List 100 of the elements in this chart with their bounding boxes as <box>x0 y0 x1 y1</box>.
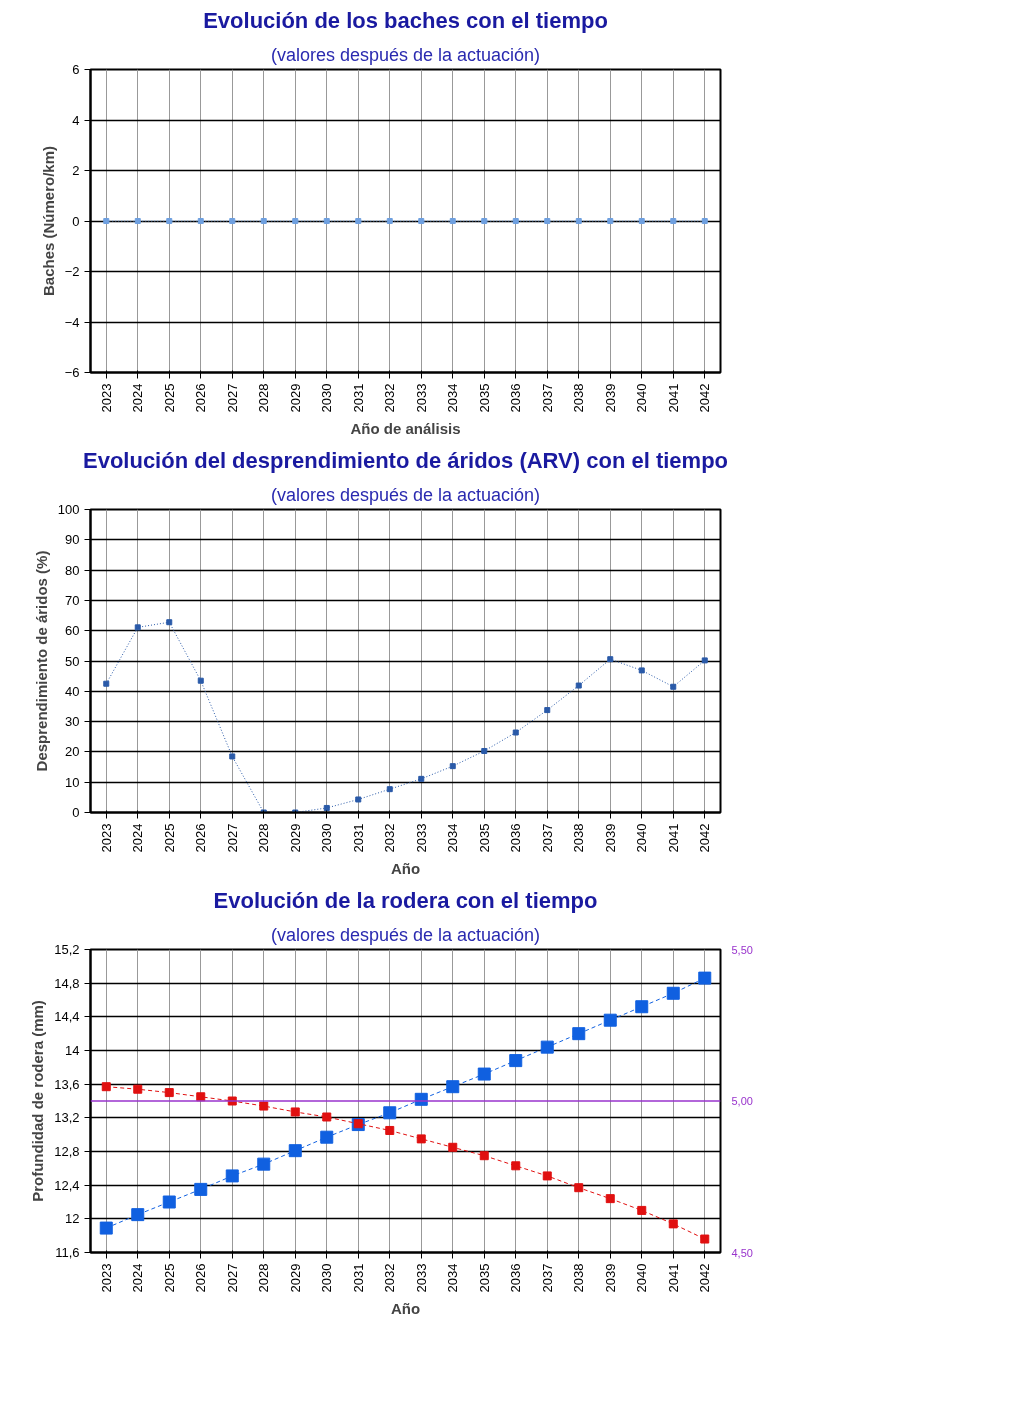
y-tick-label: 13,2 <box>54 1110 80 1126</box>
x-tick-label: 2040 <box>634 823 650 853</box>
y-tick-label: 70 <box>65 592 80 608</box>
x-tick-label: 2028 <box>256 1263 272 1293</box>
x-tick-label: 2035 <box>476 823 492 853</box>
x-tick-label: 2039 <box>602 1263 618 1293</box>
x-tick-label: 2031 <box>350 823 366 853</box>
y-tick-label: −4 <box>64 314 80 330</box>
x-tick-label: 2034 <box>445 823 461 853</box>
x-tick-label: 2025 <box>161 383 177 413</box>
x-tick-label: 2027 <box>224 1263 240 1293</box>
y-tick-label: −6 <box>64 365 80 380</box>
x-tick-label: 2030 <box>319 823 335 853</box>
x-tick-label: 2039 <box>602 823 618 853</box>
x-tick-label: 2040 <box>634 1263 650 1293</box>
x-tick-label: 2026 <box>193 1263 209 1293</box>
x-tick-label: 2037 <box>539 383 555 413</box>
x-tick-label: 2028 <box>256 823 272 853</box>
chart-title: Evolución de la rodera con el tiempo <box>213 887 598 913</box>
chart-subtitle: (valores después de la actuación) <box>270 44 541 65</box>
y-tick-label: 0 <box>72 213 80 229</box>
x-tick-label: 2032 <box>382 1263 398 1293</box>
x-axis-title: Año de análisis <box>350 420 461 438</box>
y2-tick-label: 5,00 <box>731 1095 753 1107</box>
x-tick-label: 2036 <box>508 1263 524 1293</box>
x-tick-label: 2024 <box>130 1263 146 1293</box>
x-tick-label: 2023 <box>98 1263 114 1293</box>
x-tick-label: 2038 <box>571 823 587 853</box>
x-tick-label: 2024 <box>130 823 146 853</box>
y-tick-label: 80 <box>65 562 80 578</box>
x-tick-label: 2030 <box>319 1263 335 1293</box>
y-tick-label: 12,4 <box>54 1177 80 1193</box>
y-tick-label: 2 <box>72 163 80 178</box>
y-tick-label: 11,6 <box>55 1245 80 1260</box>
y-tick-label: 60 <box>65 623 80 639</box>
x-tick-label: 2035 <box>476 1263 492 1293</box>
y-tick-label: 15,2 <box>54 942 80 957</box>
y-tick-label: 12,8 <box>54 1144 80 1159</box>
y-tick-label: −2 <box>64 264 80 279</box>
x-axis-title: Año <box>390 1300 421 1318</box>
x-tick-label: 2029 <box>287 383 303 413</box>
x-tick-label: 2024 <box>130 383 146 413</box>
x-tick-label: 2040 <box>634 383 650 413</box>
y-axis-title: Desprendimiento de áridos (%) <box>32 550 50 772</box>
x-tick-label: 2037 <box>539 1263 555 1293</box>
x-tick-label: 2041 <box>665 1263 681 1293</box>
x-tick-label: 2026 <box>193 383 209 413</box>
x-tick-label: 2027 <box>224 823 240 853</box>
y2-tick-label: 5,50 <box>731 943 753 956</box>
x-tick-label: 2032 <box>382 823 398 853</box>
x-tick-label: 2025 <box>161 823 177 853</box>
y-tick-label: 14,4 <box>54 1009 80 1025</box>
x-tick-label: 2036 <box>508 383 524 413</box>
y-tick-label: 6 <box>72 62 80 77</box>
x-tick-label: 2042 <box>697 823 713 853</box>
x-tick-label: 2023 <box>98 823 114 853</box>
x-tick-label: 2026 <box>193 823 209 853</box>
y-tick-label: 14 <box>65 1043 80 1058</box>
x-tick-label: 2038 <box>571 1263 587 1293</box>
chart-subtitle: (valores después de la actuación) <box>270 484 541 505</box>
chart-title: Evolución del desprendimiento de áridos (ARV) con el tiempo <box>82 447 729 473</box>
x-tick-label: 2036 <box>508 823 524 853</box>
x-tick-label: 2033 <box>413 383 429 413</box>
y-tick-label: 40 <box>65 683 80 699</box>
x-tick-label: 2034 <box>445 1263 461 1293</box>
y-tick-label: 13,6 <box>54 1076 80 1092</box>
x-tick-label: 2029 <box>287 823 303 853</box>
x-tick-label: 2029 <box>287 1263 303 1293</box>
x-tick-label: 2041 <box>665 823 681 853</box>
x-tick-label: 2034 <box>445 383 461 413</box>
x-tick-label: 2027 <box>224 383 240 413</box>
x-tick-label: 2042 <box>697 1263 713 1293</box>
x-tick-label: 2033 <box>413 823 429 853</box>
y-axis-title: Profundidad de rodera (mm) <box>29 1000 47 1202</box>
x-tick-label: 2041 <box>665 383 681 413</box>
x-tick-label: 2028 <box>256 383 272 413</box>
x-tick-label: 2042 <box>697 383 713 413</box>
x-tick-label: 2033 <box>413 1263 429 1293</box>
x-axis-title: Año <box>390 860 421 878</box>
y-tick-label: 20 <box>65 744 80 760</box>
x-tick-label: 2023 <box>98 383 114 413</box>
chart-title: Evolución de los baches con el tiempo <box>203 7 608 33</box>
x-tick-label: 2025 <box>161 1263 177 1293</box>
x-tick-label: 2035 <box>476 383 492 413</box>
y-tick-label: 12 <box>65 1211 80 1227</box>
y-tick-label: 90 <box>65 532 80 548</box>
y-tick-label: 50 <box>65 653 80 669</box>
y-tick-label: 4 <box>72 112 80 128</box>
x-tick-label: 2030 <box>319 383 335 413</box>
y-tick-label: 0 <box>72 805 80 820</box>
y-tick-label: 10 <box>65 774 80 790</box>
x-tick-label: 2031 <box>350 1263 366 1293</box>
x-tick-label: 2031 <box>350 383 366 413</box>
x-tick-label: 2039 <box>602 383 618 413</box>
chart-subtitle: (valores después de la actuación) <box>270 924 541 945</box>
y-tick-label: 30 <box>65 714 80 730</box>
x-tick-label: 2032 <box>382 383 398 413</box>
x-tick-label: 2037 <box>539 823 555 853</box>
y-tick-label: 100 <box>57 502 80 517</box>
y-axis-title: Baches (Número/km) <box>39 145 57 297</box>
